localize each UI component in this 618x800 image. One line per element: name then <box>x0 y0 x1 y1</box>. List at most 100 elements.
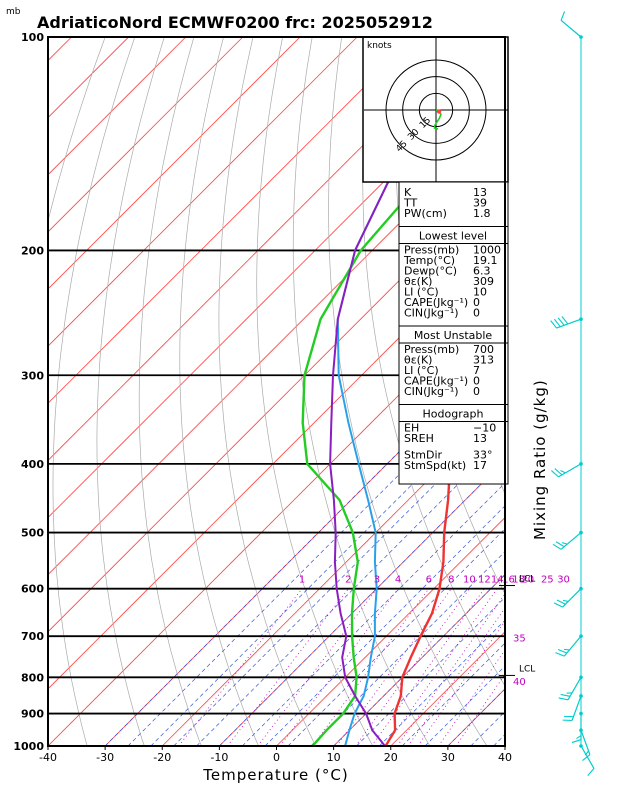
index-value: 0 <box>473 375 480 388</box>
lcl-label: LCL <box>519 664 535 674</box>
mixing-ratio-line <box>312 588 430 746</box>
isotherm-line <box>48 37 472 461</box>
dry-adiabat <box>578 37 618 761</box>
mixing-ratio-line <box>355 588 470 746</box>
dry-adiabat <box>96 37 165 746</box>
isotherm-line <box>48 231 505 690</box>
wind-profile <box>550 11 595 776</box>
isotherm-line <box>48 37 358 347</box>
index-value: 0 <box>473 296 480 309</box>
dry-adiabat <box>179 37 259 746</box>
index-label: Dewp(°C) <box>404 265 457 278</box>
x-axis-label: Temperature (°C) <box>202 766 348 784</box>
wind-barb-feather <box>561 542 568 545</box>
isotherm-line <box>48 37 187 176</box>
wind-barb-feather <box>576 735 582 740</box>
mixing-ratio-axis-label: Mixing Ratio (g/kg) <box>531 379 549 540</box>
index-label: K <box>404 186 412 199</box>
mixing-ratio-label: 8 <box>448 575 454 586</box>
wind-barb-feather <box>563 648 570 651</box>
wind-barb-feather <box>562 599 569 602</box>
panel-heading: Hodograph <box>423 408 484 421</box>
index-value: 0 <box>473 307 480 320</box>
dry-adiabat <box>489 37 505 229</box>
wind-barb-staff <box>560 532 582 550</box>
index-label: CIN(Jkg⁻¹) <box>404 307 459 320</box>
wind-barb-staff <box>580 745 595 769</box>
index-value: 1000 <box>473 244 501 257</box>
wind-barb-feather <box>552 543 562 550</box>
dry-adiabat <box>138 37 202 746</box>
indices-frame <box>398 181 509 485</box>
index-label: TT <box>403 197 418 210</box>
index-value: 7 <box>473 364 480 377</box>
dry-adiabat <box>328 37 488 746</box>
parcel-line <box>329 92 445 746</box>
y-tick-label: 800 <box>21 671 44 684</box>
x-tick-label: -30 <box>96 751 114 764</box>
isotherm-line <box>161 402 505 746</box>
pressure-unit-label: mb <box>6 7 21 17</box>
isotherm-line <box>48 174 505 633</box>
wind-barb-base <box>579 586 583 591</box>
isotherm-line <box>48 37 415 404</box>
wind-barb-feather <box>554 468 563 476</box>
x-tick-label: 30 <box>441 751 455 764</box>
wind-barb-feather <box>557 317 565 326</box>
index-label: Press(mb) <box>404 244 459 257</box>
wind-barb-feather <box>558 697 569 701</box>
wind-barb-feather <box>561 316 569 325</box>
index-value: 700 <box>473 343 494 356</box>
wind-barb-base <box>579 462 583 466</box>
mixing-ratio-line <box>407 607 505 746</box>
wind-barb-feather <box>571 739 582 744</box>
mixing-ratio-label: 2 <box>345 575 351 586</box>
x-tick-label: 10 <box>327 751 341 764</box>
mixing-ratio-label: 4 <box>395 575 401 586</box>
mixing-ratio-label: 18 <box>512 575 525 586</box>
dry-adiabat <box>549 37 618 761</box>
isotherm-line <box>0 37 14 746</box>
mixing-ratio-line <box>396 592 505 746</box>
index-value: −10 <box>473 422 496 435</box>
wind-barb-base <box>579 530 583 535</box>
mixing-ratio-line <box>384 588 498 746</box>
index-value: 1.8 <box>473 207 491 220</box>
isotherm-line <box>48 37 301 290</box>
lcl-label: LCL <box>519 575 535 585</box>
index-label: SREH <box>404 432 434 445</box>
index-value: 13 <box>473 432 487 445</box>
index-value: 17 <box>473 459 487 472</box>
index-value: 313 <box>473 354 494 367</box>
index-label: CIN(Jkg⁻¹) <box>404 385 459 398</box>
y-tick-label: 700 <box>21 630 44 643</box>
index-label: Press(mb) <box>404 343 459 356</box>
mixing-ratio-label: 6 <box>426 575 432 586</box>
mixing-ratio-line <box>336 588 452 746</box>
index-value: 33° <box>473 449 493 462</box>
index-label: StmSpd(kt) <box>404 459 466 472</box>
panel-heading: Most Unstable <box>414 329 493 342</box>
mixing-ratio-label: 25 <box>541 575 554 586</box>
index-value: 19.1 <box>473 254 498 267</box>
mixing-ratio-label: 14 <box>491 575 504 586</box>
index-value: 13 <box>473 186 487 199</box>
hodograph-units-label: knots <box>367 41 392 51</box>
mixing-ratio-line <box>279 588 399 746</box>
x-tick-label: 0 <box>273 751 280 764</box>
theta-label: 35 <box>513 633 526 644</box>
index-label: LI (°C) <box>404 364 439 377</box>
dry-adiabat <box>608 37 618 761</box>
wind-barb-base <box>579 317 583 321</box>
wind-barb-staff <box>558 463 582 478</box>
wind-barb-feather <box>560 693 571 697</box>
wind-barb-staff <box>562 588 582 608</box>
y-tick-label: 300 <box>21 369 44 382</box>
index-value: 309 <box>473 275 494 288</box>
wind-barb-feather <box>555 541 565 548</box>
isotherm-line <box>276 516 505 746</box>
x-tick-label: -40 <box>39 751 57 764</box>
